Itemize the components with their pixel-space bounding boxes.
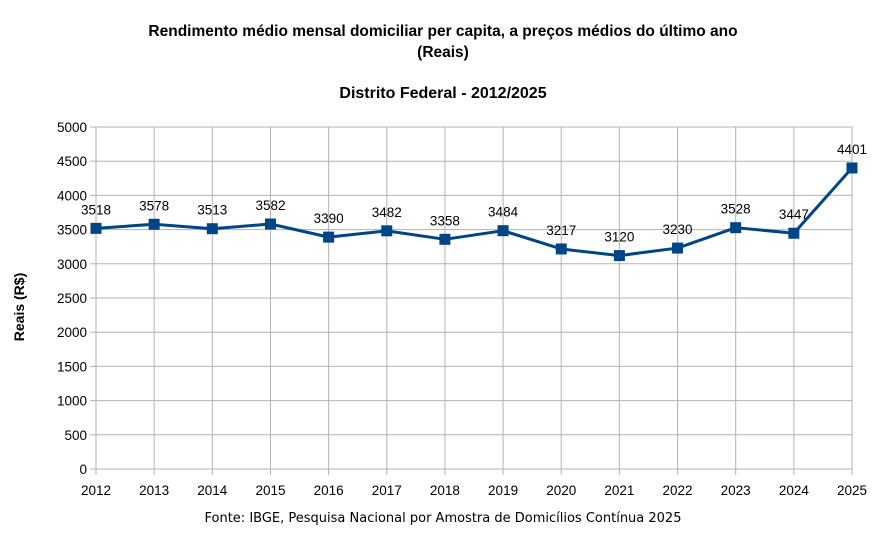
data-point-marker bbox=[90, 222, 102, 234]
x-tick-label: 2012 bbox=[81, 483, 111, 498]
data-label: 3582 bbox=[255, 198, 285, 213]
data-label: 3120 bbox=[604, 230, 634, 245]
x-tick-label: 2025 bbox=[837, 483, 867, 498]
axes bbox=[90, 126, 853, 475]
y-tick-labels: 0 500 1000 1500 2000 2500 3000 3500 4000 4500 5000 bbox=[57, 120, 87, 477]
data-point-marker bbox=[730, 222, 742, 234]
y-tick-label: 3500 bbox=[57, 223, 87, 238]
x-tick-label: 2021 bbox=[604, 483, 634, 498]
x-tick-label: 2022 bbox=[663, 483, 693, 498]
y-tick-label: 1000 bbox=[57, 394, 87, 409]
data-series bbox=[90, 162, 858, 262]
data-label: 3513 bbox=[197, 203, 227, 218]
data-label: 3390 bbox=[314, 211, 344, 226]
data-point-marker bbox=[555, 243, 567, 255]
chart-subtitle: Distrito Federal - 2012/2025 bbox=[339, 85, 547, 102]
source-note: Fonte: IBGE, Pesquisa Nacional por Amost… bbox=[204, 511, 682, 526]
chart-title-line2: (Reais) bbox=[417, 44, 469, 61]
chart-title-line1: Rendimento médio mensal domiciliar per c… bbox=[148, 23, 738, 40]
y-tick-label: 5000 bbox=[57, 120, 87, 135]
x-tick-label: 2016 bbox=[314, 483, 344, 498]
data-label: 3358 bbox=[430, 213, 460, 228]
y-tick-label: 4000 bbox=[57, 188, 87, 203]
y-tick-label: 0 bbox=[79, 462, 87, 477]
y-tick-label: 1500 bbox=[57, 359, 87, 374]
x-tick-label: 2018 bbox=[430, 483, 460, 498]
data-label: 4401 bbox=[837, 142, 867, 157]
x-tick-label: 2015 bbox=[255, 483, 285, 498]
x-tick-label: 2023 bbox=[721, 483, 751, 498]
x-tick-label: 2017 bbox=[372, 483, 402, 498]
data-labels: 3518 3578 3513 3582 3390 3482 3358 3484 3217 3120… bbox=[81, 142, 867, 245]
data-label: 3230 bbox=[663, 222, 693, 237]
gridlines bbox=[95, 126, 853, 470]
data-point-marker bbox=[613, 250, 625, 262]
data-point-marker bbox=[439, 233, 451, 245]
data-point-marker bbox=[381, 225, 393, 237]
data-label: 3518 bbox=[81, 202, 111, 217]
x-tick-label: 2014 bbox=[197, 483, 228, 498]
x-tick-label: 2024 bbox=[779, 483, 810, 498]
data-point-marker bbox=[148, 218, 160, 230]
data-point-marker bbox=[264, 218, 276, 230]
series-line bbox=[95, 166, 854, 258]
data-point-marker bbox=[788, 227, 800, 239]
data-label: 3482 bbox=[372, 205, 402, 220]
y-tick-label: 4500 bbox=[57, 154, 87, 169]
data-point-marker bbox=[846, 162, 858, 174]
data-point-marker bbox=[672, 242, 684, 254]
y-tick-label: 3000 bbox=[57, 257, 87, 272]
y-tick-label: 2500 bbox=[57, 291, 87, 306]
data-label: 3217 bbox=[546, 223, 576, 238]
y-tick-label: 500 bbox=[64, 428, 87, 443]
x-tick-label: 2013 bbox=[139, 483, 169, 498]
data-point-marker bbox=[323, 231, 335, 243]
data-label: 3484 bbox=[488, 205, 519, 220]
data-label: 3447 bbox=[779, 207, 809, 222]
y-axis-label: Reais (R$) bbox=[11, 273, 27, 341]
x-tick-label: 2020 bbox=[546, 483, 576, 498]
x-tick-label: 2019 bbox=[488, 483, 518, 498]
data-label: 3528 bbox=[721, 202, 751, 217]
data-label: 3578 bbox=[139, 198, 169, 213]
data-point-marker bbox=[206, 223, 218, 235]
x-tick-labels: 2012 2013 2014 2015 2016 2017 2018 2019 2020 2021… bbox=[81, 483, 867, 498]
y-tick-label: 2000 bbox=[57, 325, 87, 340]
data-point-marker bbox=[497, 225, 509, 237]
